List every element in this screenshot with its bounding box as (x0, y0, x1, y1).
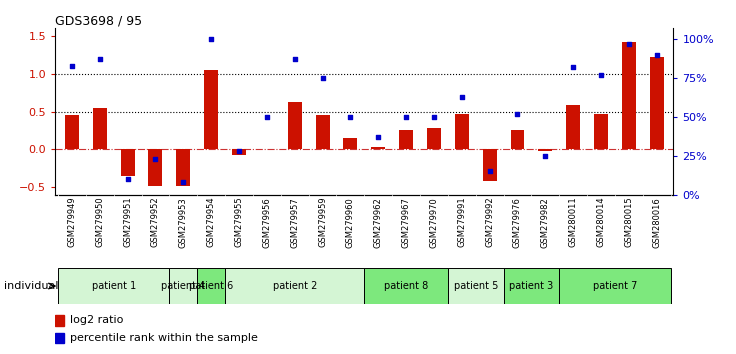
Text: patient 2: patient 2 (272, 281, 317, 291)
Text: log2 ratio: log2 ratio (70, 315, 124, 325)
Point (121, 176, 133, 182)
Point (623, 41, 634, 47)
Text: GSM279982: GSM279982 (541, 197, 550, 247)
Bar (559, 268, 670, 304)
Text: GSM279976: GSM279976 (513, 197, 522, 248)
Text: GSM279957: GSM279957 (290, 197, 300, 247)
Bar (650, 57, 664, 149)
Text: GSM279956: GSM279956 (262, 197, 272, 247)
Bar (364, 268, 448, 304)
Bar (55, 315, 64, 326)
Point (344, 114, 356, 120)
Bar (344, 138, 358, 149)
Point (149, 156, 161, 162)
Bar (169, 268, 197, 304)
Bar (65, 115, 79, 149)
Bar (149, 149, 163, 185)
Point (651, 52, 662, 58)
Bar (483, 149, 497, 181)
Text: patient 5: patient 5 (453, 281, 498, 291)
Bar (622, 42, 636, 149)
Point (94, 57, 106, 62)
Point (484, 169, 495, 174)
Text: GSM279967: GSM279967 (402, 197, 411, 248)
Bar (427, 128, 441, 149)
Point (372, 134, 384, 140)
Point (66, 63, 78, 68)
Text: GSM279992: GSM279992 (485, 197, 494, 247)
Point (539, 153, 551, 159)
Text: GDS3698 / 95: GDS3698 / 95 (55, 14, 142, 27)
Text: percentile rank within the sample: percentile rank within the sample (70, 333, 258, 343)
Point (428, 114, 440, 120)
Bar (288, 102, 302, 149)
Point (177, 179, 189, 185)
Bar (399, 130, 413, 149)
Text: GSM279950: GSM279950 (95, 197, 105, 247)
Text: patient 7: patient 7 (592, 281, 637, 291)
Bar (538, 149, 552, 151)
Text: GSM279953: GSM279953 (179, 197, 188, 247)
Text: individual: individual (4, 281, 58, 291)
Bar (55, 333, 64, 343)
Bar (232, 149, 246, 155)
Text: patient 6: patient 6 (189, 281, 233, 291)
Point (261, 114, 273, 120)
Point (512, 111, 523, 117)
Bar (204, 70, 218, 149)
Bar (503, 268, 559, 304)
Bar (58, 268, 169, 304)
Bar (197, 268, 225, 304)
Bar (225, 268, 364, 304)
Point (316, 75, 328, 81)
Bar (511, 130, 525, 149)
Text: GSM279970: GSM279970 (429, 197, 439, 247)
Point (400, 114, 412, 120)
Bar (93, 108, 107, 149)
Point (595, 72, 607, 78)
Text: GSM279962: GSM279962 (374, 197, 383, 247)
Bar (566, 105, 580, 149)
Point (289, 57, 300, 62)
Point (567, 64, 579, 70)
Text: patient 8: patient 8 (384, 281, 428, 291)
Text: GSM280015: GSM280015 (624, 197, 634, 247)
Text: GSM279949: GSM279949 (68, 197, 77, 247)
Bar (177, 149, 191, 185)
Text: GSM279959: GSM279959 (318, 197, 327, 247)
Text: GSM279951: GSM279951 (123, 197, 132, 247)
Text: GSM280011: GSM280011 (569, 197, 578, 247)
Bar (455, 114, 469, 149)
Point (456, 94, 467, 99)
Text: GSM279960: GSM279960 (346, 197, 355, 247)
Text: GSM279954: GSM279954 (207, 197, 216, 247)
Bar (448, 268, 503, 304)
Text: patient 4: patient 4 (161, 281, 205, 291)
Point (205, 36, 217, 42)
Text: patient 3: patient 3 (509, 281, 553, 291)
Bar (594, 114, 608, 149)
Text: GSM279952: GSM279952 (151, 197, 160, 247)
Text: GSM279991: GSM279991 (457, 197, 467, 247)
Bar (316, 115, 330, 149)
Text: GSM280014: GSM280014 (597, 197, 606, 247)
Text: patient 1: patient 1 (91, 281, 136, 291)
Text: GSM279955: GSM279955 (235, 197, 244, 247)
Point (233, 148, 245, 154)
Bar (121, 149, 135, 176)
Bar (371, 147, 385, 149)
Text: GSM280016: GSM280016 (652, 197, 661, 247)
